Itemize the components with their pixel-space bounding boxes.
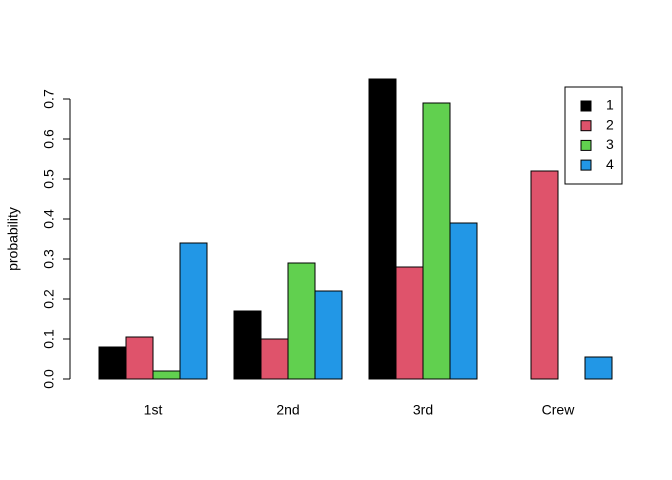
bar: [260, 338, 289, 380]
bar: [314, 290, 343, 380]
legend-swatch: [580, 100, 592, 112]
legend-swatch: [580, 159, 592, 171]
y-tick-label: 0.1: [41, 329, 57, 349]
legend-label: 1: [606, 97, 614, 113]
bar: [368, 78, 397, 380]
legend-swatch: [580, 120, 592, 132]
bar: [125, 336, 154, 380]
bar: [98, 346, 127, 380]
legend-label: 2: [606, 116, 614, 132]
y-tick-label: 0.6: [41, 129, 57, 149]
x-tick-label: 3rd: [413, 402, 433, 418]
bar: [584, 356, 613, 380]
legend-swatch: [580, 139, 592, 151]
bar: [530, 170, 559, 380]
bar: [287, 262, 316, 380]
x-tick-label: 2nd: [276, 402, 299, 418]
y-tick-label: 0.4: [41, 209, 57, 229]
y-tick-label: 0.3: [41, 249, 57, 269]
y-axis-label: probability: [5, 207, 21, 271]
bar: [179, 242, 208, 380]
bar: [395, 266, 424, 380]
x-tick-label: 1st: [144, 402, 163, 418]
legend-box: [564, 86, 623, 185]
y-tick-label: 0.5: [41, 169, 57, 189]
legend-label: 3: [606, 136, 614, 152]
legend-label: 4: [606, 156, 614, 172]
bar: [233, 310, 262, 380]
y-tick-label: 0.0: [41, 369, 57, 389]
x-tick-label: Crew: [542, 402, 576, 418]
bar: [152, 370, 181, 380]
y-tick-label: 0.7: [41, 89, 57, 109]
bar: [449, 222, 478, 380]
bar: [422, 102, 451, 380]
y-tick-label: 0.2: [41, 289, 57, 309]
